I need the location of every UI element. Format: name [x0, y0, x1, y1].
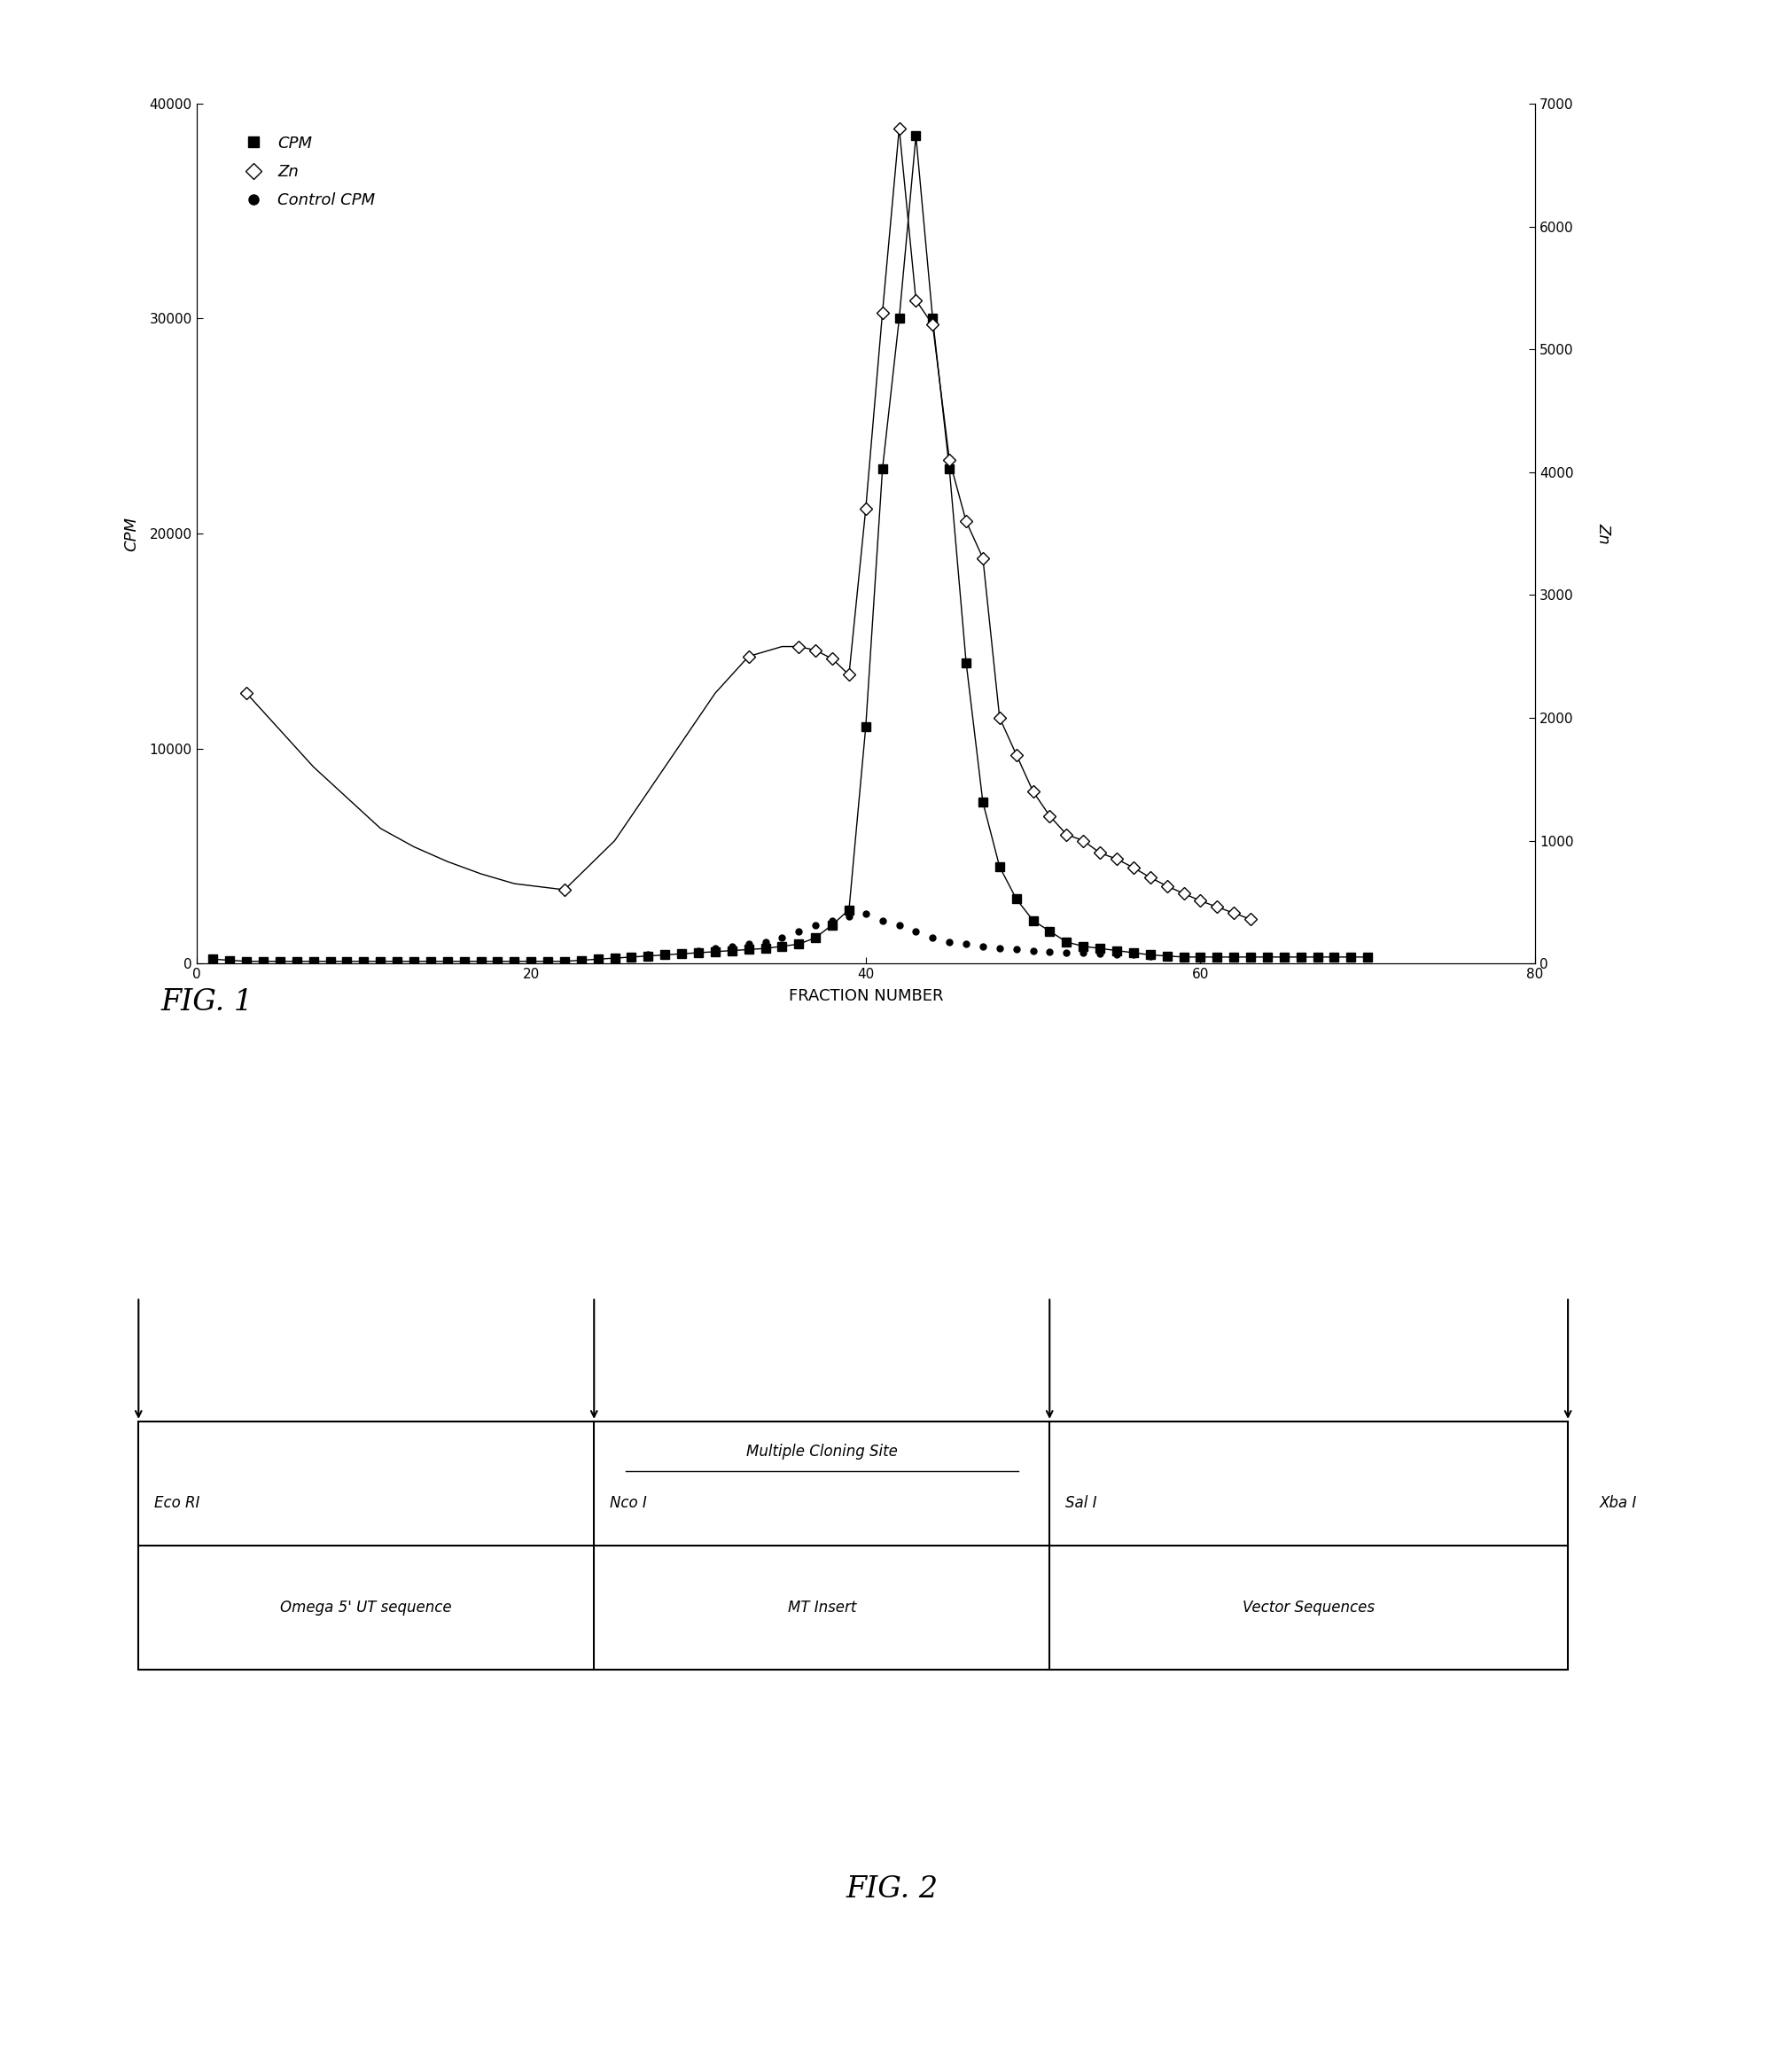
Text: FIG. 2: FIG. 2: [846, 1875, 939, 1904]
Text: Xba I: Xba I: [1599, 1496, 1637, 1510]
Text: Eco RI: Eco RI: [154, 1496, 200, 1510]
Text: Omega 5' UT sequence: Omega 5' UT sequence: [280, 1600, 452, 1616]
Y-axis label: CPM: CPM: [123, 516, 139, 551]
Text: Vector Sequences: Vector Sequences: [1242, 1600, 1374, 1616]
Text: Nco I: Nco I: [610, 1496, 646, 1510]
Text: Multiple Cloning Site: Multiple Cloning Site: [746, 1444, 898, 1459]
Text: MT Insert: MT Insert: [787, 1600, 857, 1616]
Bar: [139, 1421, 1567, 1670]
Text: FIG. 1: FIG. 1: [161, 988, 253, 1017]
Legend: CPM, Zn, Control CPM: CPM, Zn, Control CPM: [230, 128, 382, 215]
Text: Sal I: Sal I: [1066, 1496, 1096, 1510]
X-axis label: FRACTION NUMBER: FRACTION NUMBER: [789, 988, 942, 1005]
Y-axis label: Zn: Zn: [1596, 522, 1612, 545]
